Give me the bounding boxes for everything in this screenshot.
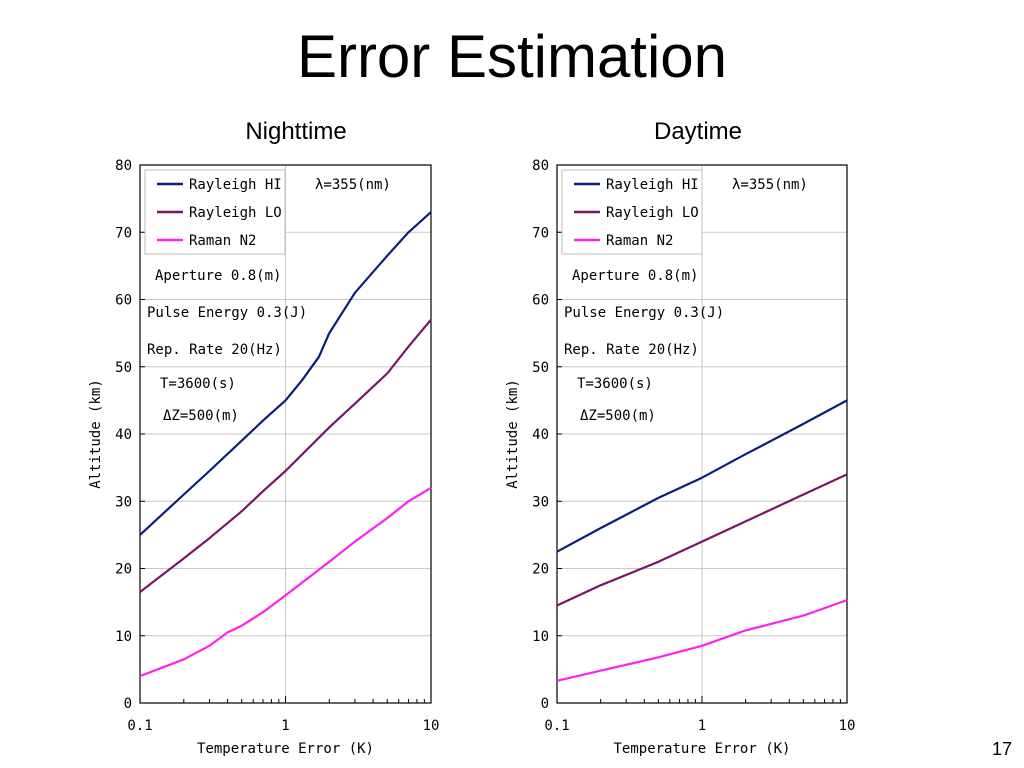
- y-tick-label: 50: [115, 360, 132, 376]
- nighttime-chart: 0 10 20 30 40 50 60 70 80 0.1 1 10 Temperature Error…: [88, 158, 439, 757]
- annotation-text: λ=355(nm): [732, 177, 808, 193]
- y-tick-label: 80: [115, 158, 132, 174]
- y-axis-title: Altitude (km): [505, 379, 521, 489]
- y-tick-label: 10: [115, 629, 132, 645]
- y-tick-label: 60: [115, 293, 132, 309]
- series-line-rayleigh-lo: [139, 318, 432, 593]
- legend-label: Raman N2: [606, 233, 673, 249]
- annotation-text: Aperture 0.8(m): [572, 268, 698, 284]
- y-axis-title: Altitude (km): [88, 379, 104, 489]
- y-tick-label: 30: [115, 494, 132, 510]
- y-tick-label: 40: [532, 427, 549, 443]
- x-tick-label: 1: [281, 718, 289, 734]
- series-line-raman-n2: [556, 599, 848, 682]
- y-tick-label: 80: [532, 158, 549, 174]
- annotation-text: ΔZ=500(m): [163, 408, 239, 424]
- annotation-text: Pulse Energy 0.3(J): [564, 305, 724, 321]
- y-tick-label: 70: [115, 225, 132, 241]
- annotation-text: Aperture 0.8(m): [155, 268, 281, 284]
- y-tick-label: 30: [532, 494, 549, 510]
- series-line-rayleigh-hi: [139, 211, 432, 536]
- x-tick-label: 0.1: [544, 718, 569, 734]
- x-axis-title: Temperature Error (K): [613, 741, 790, 757]
- y-tick-label: 0: [124, 696, 132, 712]
- series-line-rayleigh-lo: [556, 473, 848, 607]
- legend-label: Rayleigh LO: [189, 205, 282, 221]
- annotation-text: ΔZ=500(m): [580, 408, 656, 424]
- annotation-text: λ=355(nm): [315, 177, 391, 193]
- x-axis-title: Temperature Error (K): [197, 741, 374, 757]
- legend-label: Rayleigh HI: [189, 177, 282, 193]
- x-tick-label: 10: [839, 718, 856, 734]
- y-tick-label: 50: [532, 360, 549, 376]
- legend-label: Rayleigh HI: [606, 177, 699, 193]
- annotation-text: T=3600(s): [160, 376, 236, 392]
- x-tick-label: 1: [698, 718, 706, 734]
- annotation-text: T=3600(s): [577, 376, 653, 392]
- legend-label: Rayleigh LO: [606, 205, 699, 221]
- annotation-text: Rep. Rate 20(Hz): [147, 342, 282, 358]
- nighttime-chart-title: Nighttime: [245, 118, 347, 145]
- page-number: 17: [991, 739, 1012, 759]
- y-tick-label: 20: [115, 562, 132, 578]
- legend-label: Raman N2: [189, 233, 256, 249]
- series-line-raman-n2: [139, 486, 432, 678]
- slide-title: Error Estimation: [296, 23, 728, 90]
- daytime-chart: 0 10 20 30 40 50 60 70 80 0.1 1 10 Temperature Error…: [505, 158, 855, 757]
- daytime-chart-title: Daytime: [653, 118, 743, 145]
- annotation-text: Pulse Energy 0.3(J): [147, 305, 307, 321]
- x-tick-label: 0.1: [127, 718, 152, 734]
- annotation-text: Rep. Rate 20(Hz): [564, 342, 699, 358]
- y-tick-label: 10: [532, 629, 549, 645]
- y-tick-label: 0: [541, 696, 549, 712]
- y-tick-label: 60: [532, 293, 549, 309]
- y-tick-label: 40: [115, 427, 132, 443]
- y-tick-label: 20: [532, 562, 549, 578]
- series-line-rayleigh-hi: [556, 399, 848, 553]
- y-tick-label: 70: [532, 225, 549, 241]
- x-tick-label: 10: [423, 718, 440, 734]
